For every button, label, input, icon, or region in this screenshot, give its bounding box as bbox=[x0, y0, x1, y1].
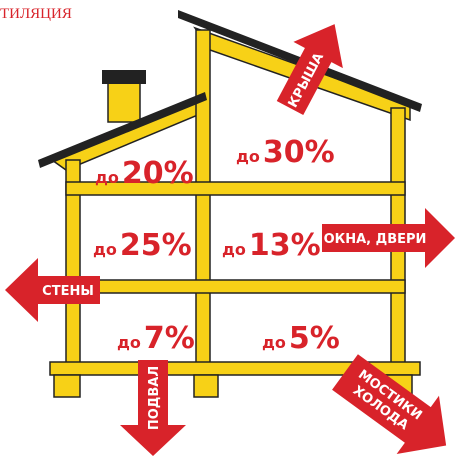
arrow-label: ПОДВАЛ bbox=[147, 366, 162, 430]
prefix: до bbox=[236, 147, 260, 166]
arrow-windows: ОКНА, ДВЕРИ bbox=[322, 208, 455, 268]
percent: 30% bbox=[263, 135, 335, 170]
svg-text:до5%: до 5% bbox=[262, 321, 340, 356]
roof-left bbox=[38, 92, 207, 168]
percent: 7% bbox=[144, 321, 195, 356]
prefix: до bbox=[93, 240, 117, 259]
prefix: до bbox=[262, 333, 286, 352]
arrow-label: СТЕНЫ bbox=[42, 284, 94, 299]
chimney-cap bbox=[102, 70, 146, 84]
arrow-walls: СТЕНЫ bbox=[5, 258, 100, 322]
percent: 25% bbox=[120, 228, 192, 263]
svg-text:до7%: до 7% bbox=[117, 321, 195, 356]
arrow-label: ОКНА, ДВЕРИ bbox=[324, 232, 427, 247]
percent: 20% bbox=[122, 156, 194, 191]
prefix: до bbox=[95, 168, 119, 187]
arrow-basement: ПОДВАЛ bbox=[120, 360, 186, 456]
percent: 5% bbox=[289, 321, 340, 356]
corner-text: ТИЛЯЦИЯ bbox=[0, 6, 72, 22]
room-labels: до 20% до 30% до 25% до 13% до 7% до 5% bbox=[93, 135, 340, 356]
percent: 13% bbox=[249, 228, 321, 263]
prefix: до bbox=[222, 240, 246, 259]
chimney bbox=[107, 81, 141, 123]
prefix: до bbox=[117, 333, 141, 352]
